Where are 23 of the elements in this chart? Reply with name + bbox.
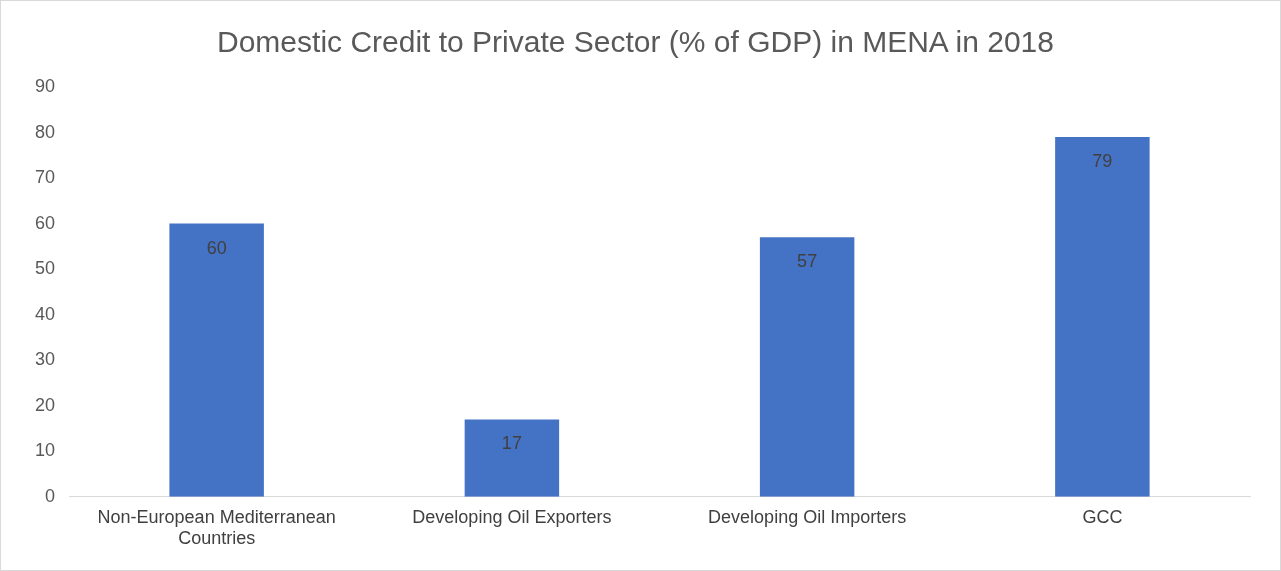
y-tick-label: 30 [34,349,56,370]
data-label: 17 [501,433,522,454]
bar [759,237,855,497]
data-label: 79 [1092,151,1113,172]
x-tick-label: Developing Oil Importers [708,506,907,527]
y-tick-label: 90 [34,75,56,96]
data-label: 60 [206,237,227,258]
bar [169,223,264,497]
x-tick-label: GCC [1082,506,1123,527]
y-tick-label: 10 [34,440,56,461]
x-tick-label: Developing Oil Exporters [412,506,612,527]
bar [464,419,560,497]
y-tick-label: 0 [45,485,56,506]
y-tick-label: 40 [34,303,56,324]
data-label: 57 [797,251,818,272]
y-tick-label: 20 [34,394,56,415]
y-tick-label: 80 [34,121,56,142]
x-tick-label: Non-European Mediterranean Countries [97,506,336,549]
y-tick-label: 50 [34,258,56,279]
y-tick-label: 60 [34,212,56,233]
bar [1055,137,1150,497]
chart-title: Domestic Credit to Private Sector (% of GDP) in MENA in 2018 [217,25,1054,59]
y-tick-label: 70 [34,167,56,188]
